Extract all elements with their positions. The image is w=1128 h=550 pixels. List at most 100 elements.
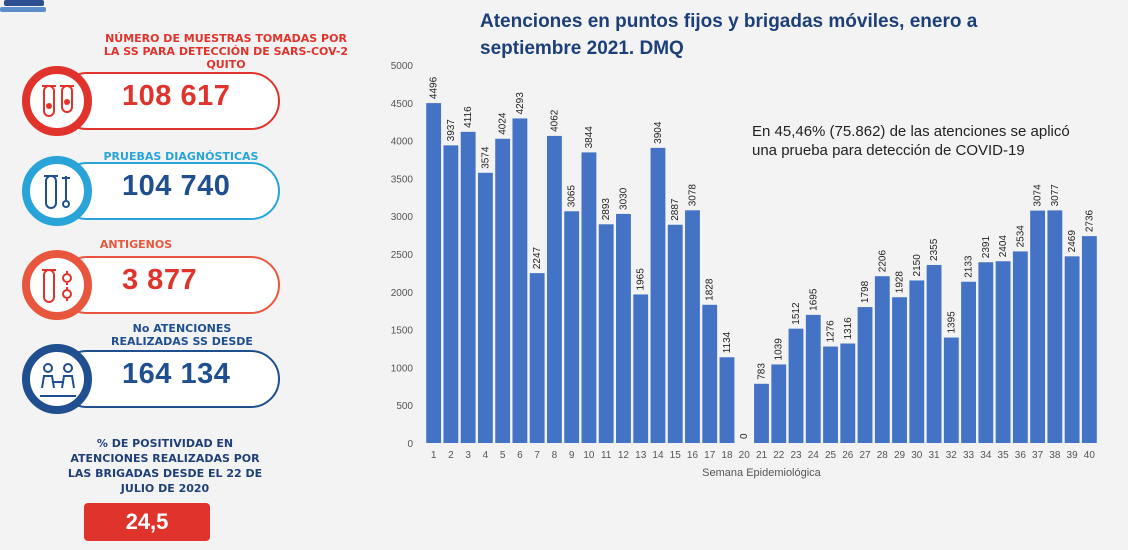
bar — [754, 383, 769, 443]
data-label: 3574 — [480, 146, 491, 169]
test-tube-gears-icon — [42, 269, 72, 303]
bar — [961, 281, 976, 443]
bar — [616, 213, 631, 443]
y-tick-label: 0 — [407, 439, 413, 450]
card-title-samples: NÚMERO DE MUESTRAS TOMADAS POR LA SS PAR… — [103, 32, 349, 71]
y-tick-label: 1500 — [391, 326, 414, 337]
bar — [598, 224, 614, 443]
data-label: 0 — [739, 433, 750, 439]
bar — [892, 297, 907, 443]
bar — [1064, 256, 1080, 443]
data-label: 2887 — [670, 198, 681, 221]
logo — [0, 0, 60, 14]
data-label: 3065 — [567, 185, 578, 208]
samples-value: 108 617 — [122, 80, 231, 112]
bar — [547, 135, 562, 443]
x-axis-label: Semana Epidemiológica — [702, 467, 822, 479]
x-tick-label: 20 — [739, 450, 751, 461]
x-tick-label: 4 — [483, 450, 489, 461]
data-label: 3077 — [1050, 184, 1061, 207]
data-label: 4293 — [515, 92, 526, 115]
data-label: 2736 — [1084, 209, 1095, 232]
x-tick-label: 2 — [448, 450, 454, 461]
data-label: 3074 — [1033, 184, 1044, 207]
data-label: 4116 — [463, 106, 474, 128]
x-tick-label: 32 — [946, 450, 958, 461]
bar — [564, 211, 580, 443]
y-tick-label: 500 — [396, 401, 413, 412]
data-label: 1512 — [791, 302, 802, 325]
data-label: 1695 — [808, 288, 819, 311]
bar — [978, 262, 994, 443]
data-label: 3844 — [584, 126, 595, 149]
card-title-diagnostic-tests: PRUEBAS DIAGNÓSTICAS — [103, 150, 259, 163]
chart-annotation: En 45,46% (75.862) de las atenciones se … — [752, 123, 1070, 159]
bar — [1047, 210, 1063, 443]
data-label: 2391 — [981, 236, 992, 259]
x-tick-label: 34 — [980, 450, 992, 461]
x-tick-label: 18 — [721, 450, 733, 461]
x-tick-label: 33 — [963, 450, 975, 461]
bar — [443, 145, 459, 443]
bar — [460, 131, 476, 444]
x-tick-label: 37 — [1032, 450, 1044, 461]
data-label: 2893 — [601, 198, 612, 221]
x-tick-label: 30 — [911, 450, 923, 461]
positivity-value: 24,5 — [84, 503, 210, 541]
bar — [581, 152, 597, 443]
test-tubes-virus-icon — [42, 85, 74, 117]
positivity-label: % DE POSITIVIDAD EN ATENCIONES REALIZADA… — [67, 437, 263, 495]
antigens-value: 3 877 — [122, 264, 198, 296]
bar — [857, 307, 873, 443]
data-label: 1965 — [636, 268, 647, 291]
data-label: 4496 — [429, 76, 440, 99]
data-label: 1039 — [774, 338, 785, 361]
x-tick-label: 28 — [877, 450, 889, 461]
data-label: 1395 — [946, 311, 957, 334]
x-tick-label: 3 — [465, 450, 471, 461]
bar — [650, 147, 666, 443]
bar — [995, 261, 1011, 443]
bar — [840, 343, 856, 443]
bar — [685, 210, 700, 443]
y-tick-label: 3000 — [391, 212, 414, 223]
bar — [805, 314, 821, 443]
y-tick-label: 3500 — [391, 174, 414, 185]
data-label: 2150 — [912, 254, 923, 277]
x-tick-label: 1 — [431, 450, 437, 461]
x-tick-label: 38 — [1049, 450, 1061, 461]
x-tick-label: 14 — [652, 450, 664, 461]
x-tick-label: 40 — [1084, 450, 1096, 461]
data-label: 3078 — [687, 184, 698, 207]
bar — [477, 172, 493, 443]
data-label: 3030 — [618, 187, 629, 210]
data-label: 2206 — [877, 250, 888, 273]
data-label: 4024 — [498, 112, 509, 135]
x-tick-label: 36 — [1015, 450, 1027, 461]
y-tick-label: 5000 — [391, 61, 414, 72]
bar — [529, 273, 545, 443]
attentions-value: 164 134 — [122, 358, 231, 390]
bar — [823, 346, 838, 443]
y-tick-label: 2500 — [391, 250, 414, 261]
data-label: 2247 — [532, 246, 543, 269]
bar — [426, 103, 442, 443]
data-label: 1316 — [843, 317, 854, 340]
data-label: 3937 — [446, 119, 457, 142]
bar — [909, 280, 925, 443]
data-label: 783 — [757, 363, 768, 380]
data-label: 2404 — [998, 235, 1009, 258]
bar — [874, 276, 890, 443]
bar — [702, 304, 718, 443]
x-tick-label: 23 — [790, 450, 802, 461]
data-label: 1928 — [895, 271, 906, 294]
data-label: 2469 — [1067, 230, 1078, 253]
bar — [1012, 251, 1028, 443]
bar — [1030, 210, 1046, 443]
bar — [771, 364, 787, 443]
data-label: 1276 — [826, 320, 837, 343]
x-tick-label: 25 — [825, 450, 837, 461]
data-label: 2534 — [1015, 225, 1026, 248]
bar — [633, 294, 649, 443]
x-tick-label: 9 — [569, 450, 575, 461]
